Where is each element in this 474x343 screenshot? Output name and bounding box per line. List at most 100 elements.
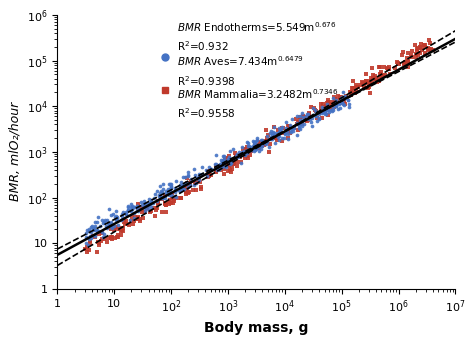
Point xyxy=(380,72,387,78)
Point xyxy=(284,123,292,129)
Point xyxy=(279,130,287,135)
Point xyxy=(176,182,183,187)
Point xyxy=(169,200,176,206)
Point xyxy=(130,205,138,210)
Point xyxy=(284,135,292,140)
Point xyxy=(275,130,283,135)
Point xyxy=(146,196,153,202)
Point xyxy=(204,175,212,180)
Point xyxy=(246,152,254,157)
Point xyxy=(315,111,323,117)
Point xyxy=(147,209,155,214)
Point xyxy=(126,208,134,213)
Point xyxy=(213,168,220,173)
Point xyxy=(355,84,362,90)
Point xyxy=(142,201,149,207)
Point xyxy=(88,235,95,241)
Point xyxy=(235,154,243,159)
Point xyxy=(109,227,117,233)
Point xyxy=(421,44,428,50)
Point xyxy=(400,49,407,55)
Point xyxy=(370,76,378,81)
Point xyxy=(318,109,325,114)
Point xyxy=(341,93,348,99)
Point xyxy=(284,131,292,137)
Point xyxy=(228,160,235,166)
Point xyxy=(196,172,204,177)
Point xyxy=(162,201,169,207)
Point xyxy=(203,173,211,179)
Point xyxy=(249,143,256,149)
Point xyxy=(100,220,108,225)
Point xyxy=(166,186,173,191)
Point xyxy=(164,187,172,192)
Point xyxy=(217,162,225,167)
Point xyxy=(231,151,239,156)
Point xyxy=(221,157,229,163)
Point xyxy=(325,109,332,115)
Point xyxy=(138,209,146,215)
Point xyxy=(329,107,337,113)
Point xyxy=(155,198,162,203)
Point xyxy=(425,37,433,43)
Point xyxy=(88,223,95,228)
Point xyxy=(94,228,102,234)
Point xyxy=(333,103,340,109)
Point xyxy=(137,217,144,222)
Point xyxy=(128,204,135,210)
Point xyxy=(345,97,352,103)
Point xyxy=(404,64,412,69)
Point xyxy=(320,108,328,113)
Point xyxy=(425,48,432,53)
Point xyxy=(278,138,285,144)
Point xyxy=(417,42,424,47)
Point xyxy=(215,162,223,168)
Point xyxy=(253,146,260,152)
Point xyxy=(257,146,264,152)
Point xyxy=(325,107,333,113)
Point xyxy=(83,228,91,233)
Point xyxy=(168,190,176,196)
Point xyxy=(404,59,412,64)
Point xyxy=(276,128,284,133)
Point xyxy=(331,96,338,102)
Point xyxy=(315,110,322,116)
Point xyxy=(168,181,175,187)
Point xyxy=(311,107,319,113)
Point xyxy=(351,90,359,95)
Point xyxy=(295,121,303,127)
Point xyxy=(184,185,192,190)
Point xyxy=(265,144,273,150)
Point xyxy=(327,104,334,110)
Point xyxy=(163,202,170,208)
Point xyxy=(221,155,228,161)
Point xyxy=(301,115,308,120)
Point xyxy=(187,178,195,184)
Point xyxy=(93,227,100,232)
Point xyxy=(98,237,105,242)
Point xyxy=(296,114,304,119)
Point xyxy=(297,121,304,126)
Point xyxy=(168,183,175,188)
Point xyxy=(190,187,197,193)
Point xyxy=(412,54,419,60)
Point xyxy=(102,224,109,229)
Point xyxy=(224,168,232,174)
Point xyxy=(86,234,94,239)
Point xyxy=(212,153,219,158)
Point xyxy=(118,213,126,219)
Point xyxy=(163,202,170,207)
Point xyxy=(242,146,250,152)
Point xyxy=(310,113,317,118)
Point xyxy=(258,138,265,143)
Point xyxy=(124,207,131,213)
Point xyxy=(241,154,249,159)
Point xyxy=(224,156,231,162)
Point xyxy=(196,180,204,185)
Point xyxy=(313,110,321,116)
Point xyxy=(275,125,283,130)
Point xyxy=(113,217,120,223)
Text: R$^2$=0.9398: R$^2$=0.9398 xyxy=(177,74,235,87)
Point xyxy=(332,100,339,106)
Point xyxy=(298,124,306,129)
